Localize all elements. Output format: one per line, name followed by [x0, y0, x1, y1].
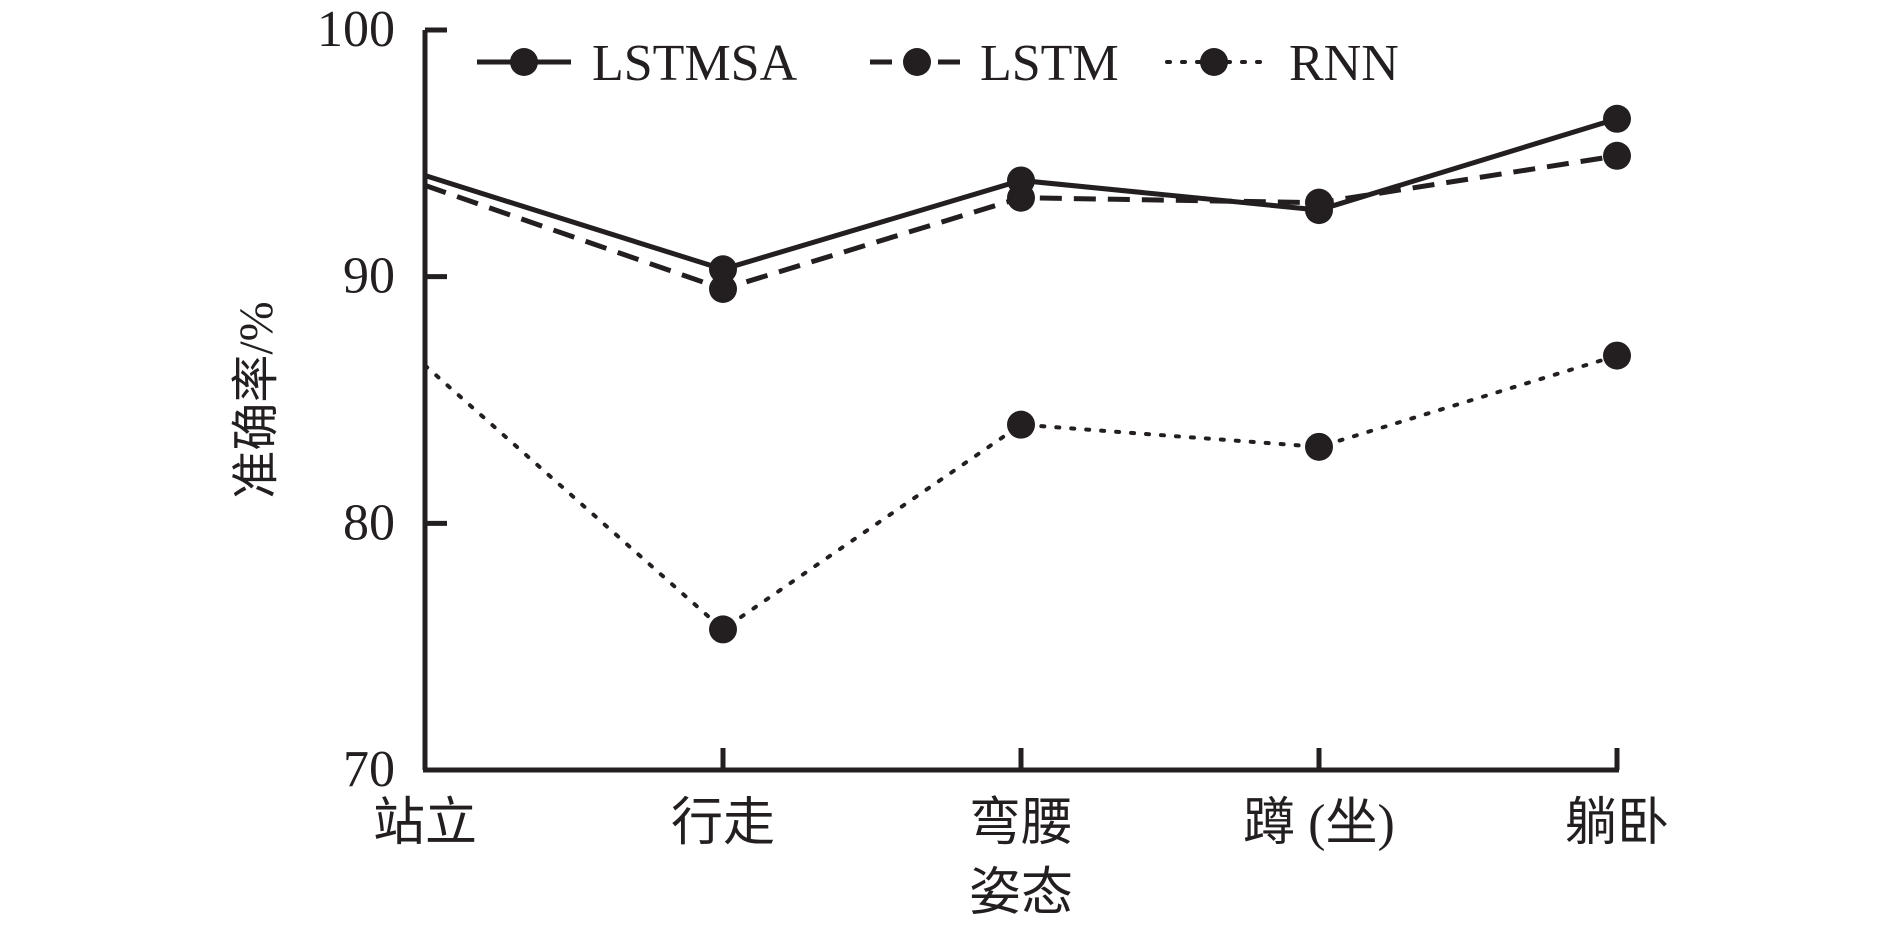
series-line [423, 353, 1619, 632]
data-point [1603, 341, 1631, 370]
legend-swatch-marker [903, 48, 931, 76]
legend-swatch-marker [510, 48, 538, 76]
legend-swatch-marker [1200, 48, 1228, 76]
x-tick-label: 姿态 [969, 865, 1073, 922]
legend: LSTMSA LSTM RNN [477, 35, 1399, 92]
x-tick-label: 弯腰 [969, 794, 1073, 852]
x-tick-label: 行走 [671, 795, 775, 852]
y-tick-label: 70 [343, 741, 395, 798]
series-lstm [424, 141, 1631, 303]
data-point [1305, 188, 1333, 217]
y-tick-label: 90 [343, 248, 395, 305]
legend-label: LSTMSA [592, 35, 798, 92]
series-rnn [423, 341, 1631, 644]
y-axis-title: 准确率/% [230, 301, 283, 498]
legend-label: RNN [1289, 35, 1399, 92]
series-lstmsa [424, 104, 1631, 284]
data-point [1007, 183, 1035, 212]
legend-label: LSTM [980, 35, 1119, 92]
data-point [709, 615, 737, 644]
legend-item-lstm: LSTM [870, 35, 1119, 92]
data-point [1603, 141, 1631, 170]
data-point [1305, 432, 1333, 461]
data-point [1007, 410, 1035, 439]
y-tick-label: 80 [343, 494, 395, 551]
x-tick-label: 躺卧 [1565, 795, 1669, 852]
data-point [709, 275, 737, 303]
x-tick-label: 蹲 (坐) [1243, 795, 1395, 852]
y-tick-label: 100 [317, 1, 395, 58]
legend-item-rnn: RNN [1165, 35, 1399, 92]
x-tick-label: 站立 [373, 795, 477, 852]
legend-item-lstmsa: LSTMSA [477, 35, 798, 92]
series-layer [423, 104, 1631, 644]
data-point [1603, 104, 1631, 133]
data-point [709, 255, 737, 284]
